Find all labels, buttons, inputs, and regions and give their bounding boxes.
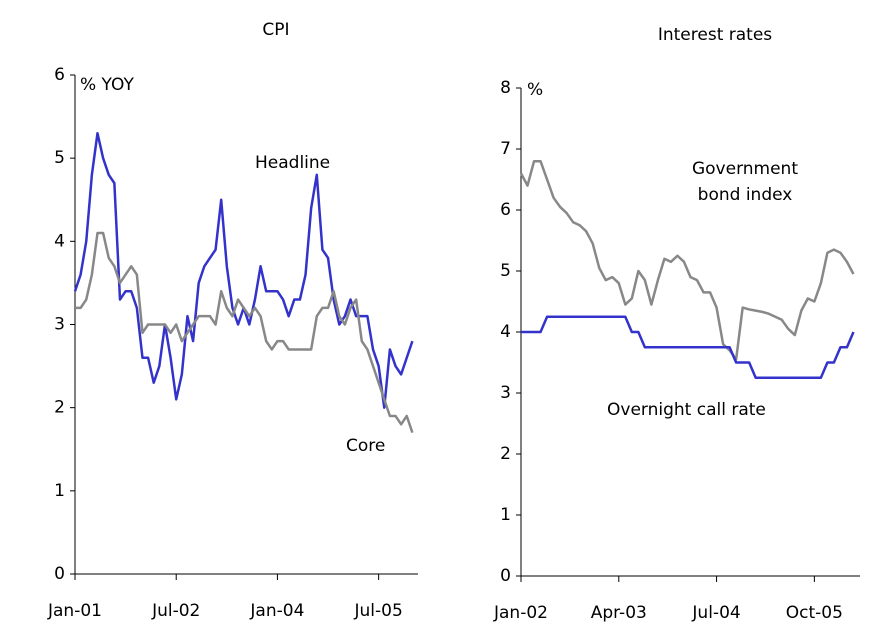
x-tick-label: Jan-02: [493, 603, 548, 623]
y-axis-label: %: [527, 80, 543, 100]
chart-title: Interest rates: [658, 25, 772, 45]
y-tick-label: 5: [54, 148, 65, 168]
chart-title: CPI: [262, 20, 289, 40]
y-tick-label: 6: [500, 200, 511, 220]
series-label: Headline: [255, 153, 330, 173]
y-tick-label: 4: [54, 231, 65, 251]
line-series: [73, 131, 414, 409]
x-tick-label: Oct-05: [786, 603, 843, 623]
y-tick-label: 3: [54, 315, 65, 335]
y-tick-label: 3: [500, 383, 511, 403]
y-tick-label: 4: [500, 322, 511, 342]
x-tick-label: Jul-05: [353, 601, 402, 621]
series-label: Core: [346, 436, 385, 456]
series-label: Government bond index: [691, 159, 799, 205]
y-tick-label: 6: [54, 65, 65, 85]
line-series: [521, 315, 855, 379]
x-tick-label: Jan-01: [47, 601, 102, 621]
x-tick-label: Jul-04: [691, 603, 740, 623]
y-tick-label: 5: [500, 261, 511, 281]
x-tick-label: Jan-04: [249, 601, 304, 621]
y-axis-label: % YOY: [80, 75, 134, 95]
y-tick-label: 2: [54, 398, 65, 418]
y-tick-label: 1: [500, 505, 511, 525]
series-label: Overnight call rate: [607, 400, 766, 420]
y-tick-label: 0: [54, 564, 65, 584]
y-tick-label: 0: [500, 566, 511, 586]
y-tick-label: 8: [500, 78, 511, 98]
x-tick-label: Jul-02: [151, 601, 200, 621]
y-tick-label: 7: [500, 139, 511, 159]
x-tick-label: Apr-03: [591, 603, 647, 623]
y-tick-label: 1: [54, 481, 65, 501]
y-tick-label: 2: [500, 444, 511, 464]
line-series: [75, 231, 414, 434]
line-series: [519, 159, 855, 361]
